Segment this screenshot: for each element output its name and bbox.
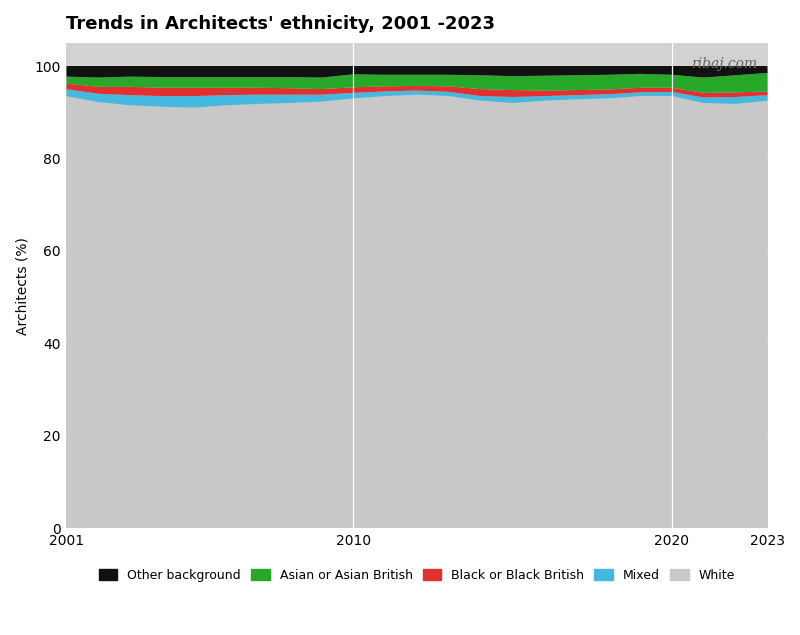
Legend: Other background, Asian or Asian British, Black or Black British, Mixed, White: Other background, Asian or Asian British… xyxy=(98,569,735,582)
Y-axis label: Architects (%): Architects (%) xyxy=(15,237,29,335)
Text: ribaj.com: ribaj.com xyxy=(691,57,757,72)
Text: Trends in Architects' ethnicity, 2001 -2023: Trends in Architects' ethnicity, 2001 -2… xyxy=(66,15,495,33)
